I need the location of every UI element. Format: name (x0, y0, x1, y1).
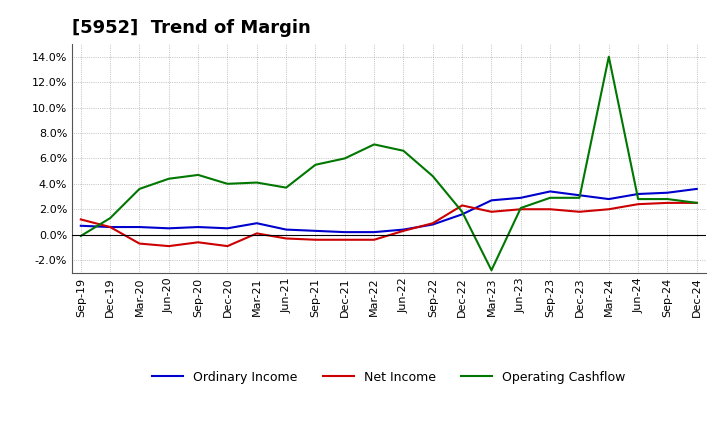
Operating Cashflow (194, 172, 202, 178)
Operating Cashflow (458, 209, 467, 214)
Operating Cashflow (575, 195, 584, 201)
Operating Cashflow (282, 185, 290, 190)
Operating Cashflow (223, 181, 232, 187)
Net Income (458, 203, 467, 208)
Operating Cashflow (370, 142, 379, 147)
Ordinary Income (605, 196, 613, 202)
Operating Cashflow (341, 156, 349, 161)
Ordinary Income (135, 224, 144, 230)
Operating Cashflow (164, 176, 173, 181)
Net Income (605, 207, 613, 212)
Net Income (253, 231, 261, 236)
Operating Cashflow (546, 195, 554, 201)
Ordinary Income (458, 212, 467, 217)
Ordinary Income (311, 228, 320, 234)
Operating Cashflow (605, 54, 613, 59)
Text: [5952]  Trend of Margin: [5952] Trend of Margin (72, 19, 311, 37)
Line: Ordinary Income: Ordinary Income (81, 189, 697, 232)
Operating Cashflow (135, 186, 144, 191)
Net Income (634, 202, 642, 207)
Operating Cashflow (311, 162, 320, 167)
Net Income (516, 207, 525, 212)
Ordinary Income (693, 186, 701, 191)
Ordinary Income (164, 226, 173, 231)
Ordinary Income (106, 224, 114, 230)
Net Income (370, 237, 379, 242)
Net Income (311, 237, 320, 242)
Ordinary Income (546, 189, 554, 194)
Ordinary Income (194, 224, 202, 230)
Ordinary Income (399, 227, 408, 232)
Ordinary Income (223, 226, 232, 231)
Net Income (223, 243, 232, 249)
Net Income (76, 217, 85, 222)
Operating Cashflow (663, 196, 672, 202)
Net Income (693, 200, 701, 205)
Ordinary Income (663, 190, 672, 195)
Net Income (487, 209, 496, 214)
Ordinary Income (341, 230, 349, 235)
Net Income (663, 200, 672, 205)
Operating Cashflow (399, 148, 408, 154)
Operating Cashflow (487, 268, 496, 273)
Net Income (341, 237, 349, 242)
Operating Cashflow (76, 233, 85, 238)
Net Income (135, 241, 144, 246)
Ordinary Income (575, 193, 584, 198)
Net Income (164, 243, 173, 249)
Operating Cashflow (634, 196, 642, 202)
Ordinary Income (428, 222, 437, 227)
Net Income (575, 209, 584, 214)
Line: Net Income: Net Income (81, 203, 697, 246)
Ordinary Income (253, 220, 261, 226)
Operating Cashflow (428, 173, 437, 179)
Net Income (194, 240, 202, 245)
Operating Cashflow (106, 216, 114, 221)
Net Income (106, 224, 114, 230)
Ordinary Income (487, 198, 496, 203)
Operating Cashflow (253, 180, 261, 185)
Net Income (428, 220, 437, 226)
Operating Cashflow (693, 200, 701, 205)
Net Income (282, 236, 290, 241)
Net Income (399, 228, 408, 234)
Ordinary Income (370, 230, 379, 235)
Ordinary Income (634, 191, 642, 197)
Ordinary Income (282, 227, 290, 232)
Net Income (546, 207, 554, 212)
Legend: Ordinary Income, Net Income, Operating Cashflow: Ordinary Income, Net Income, Operating C… (147, 366, 631, 389)
Ordinary Income (76, 223, 85, 228)
Ordinary Income (516, 195, 525, 201)
Operating Cashflow (516, 205, 525, 211)
Line: Operating Cashflow: Operating Cashflow (81, 57, 697, 270)
